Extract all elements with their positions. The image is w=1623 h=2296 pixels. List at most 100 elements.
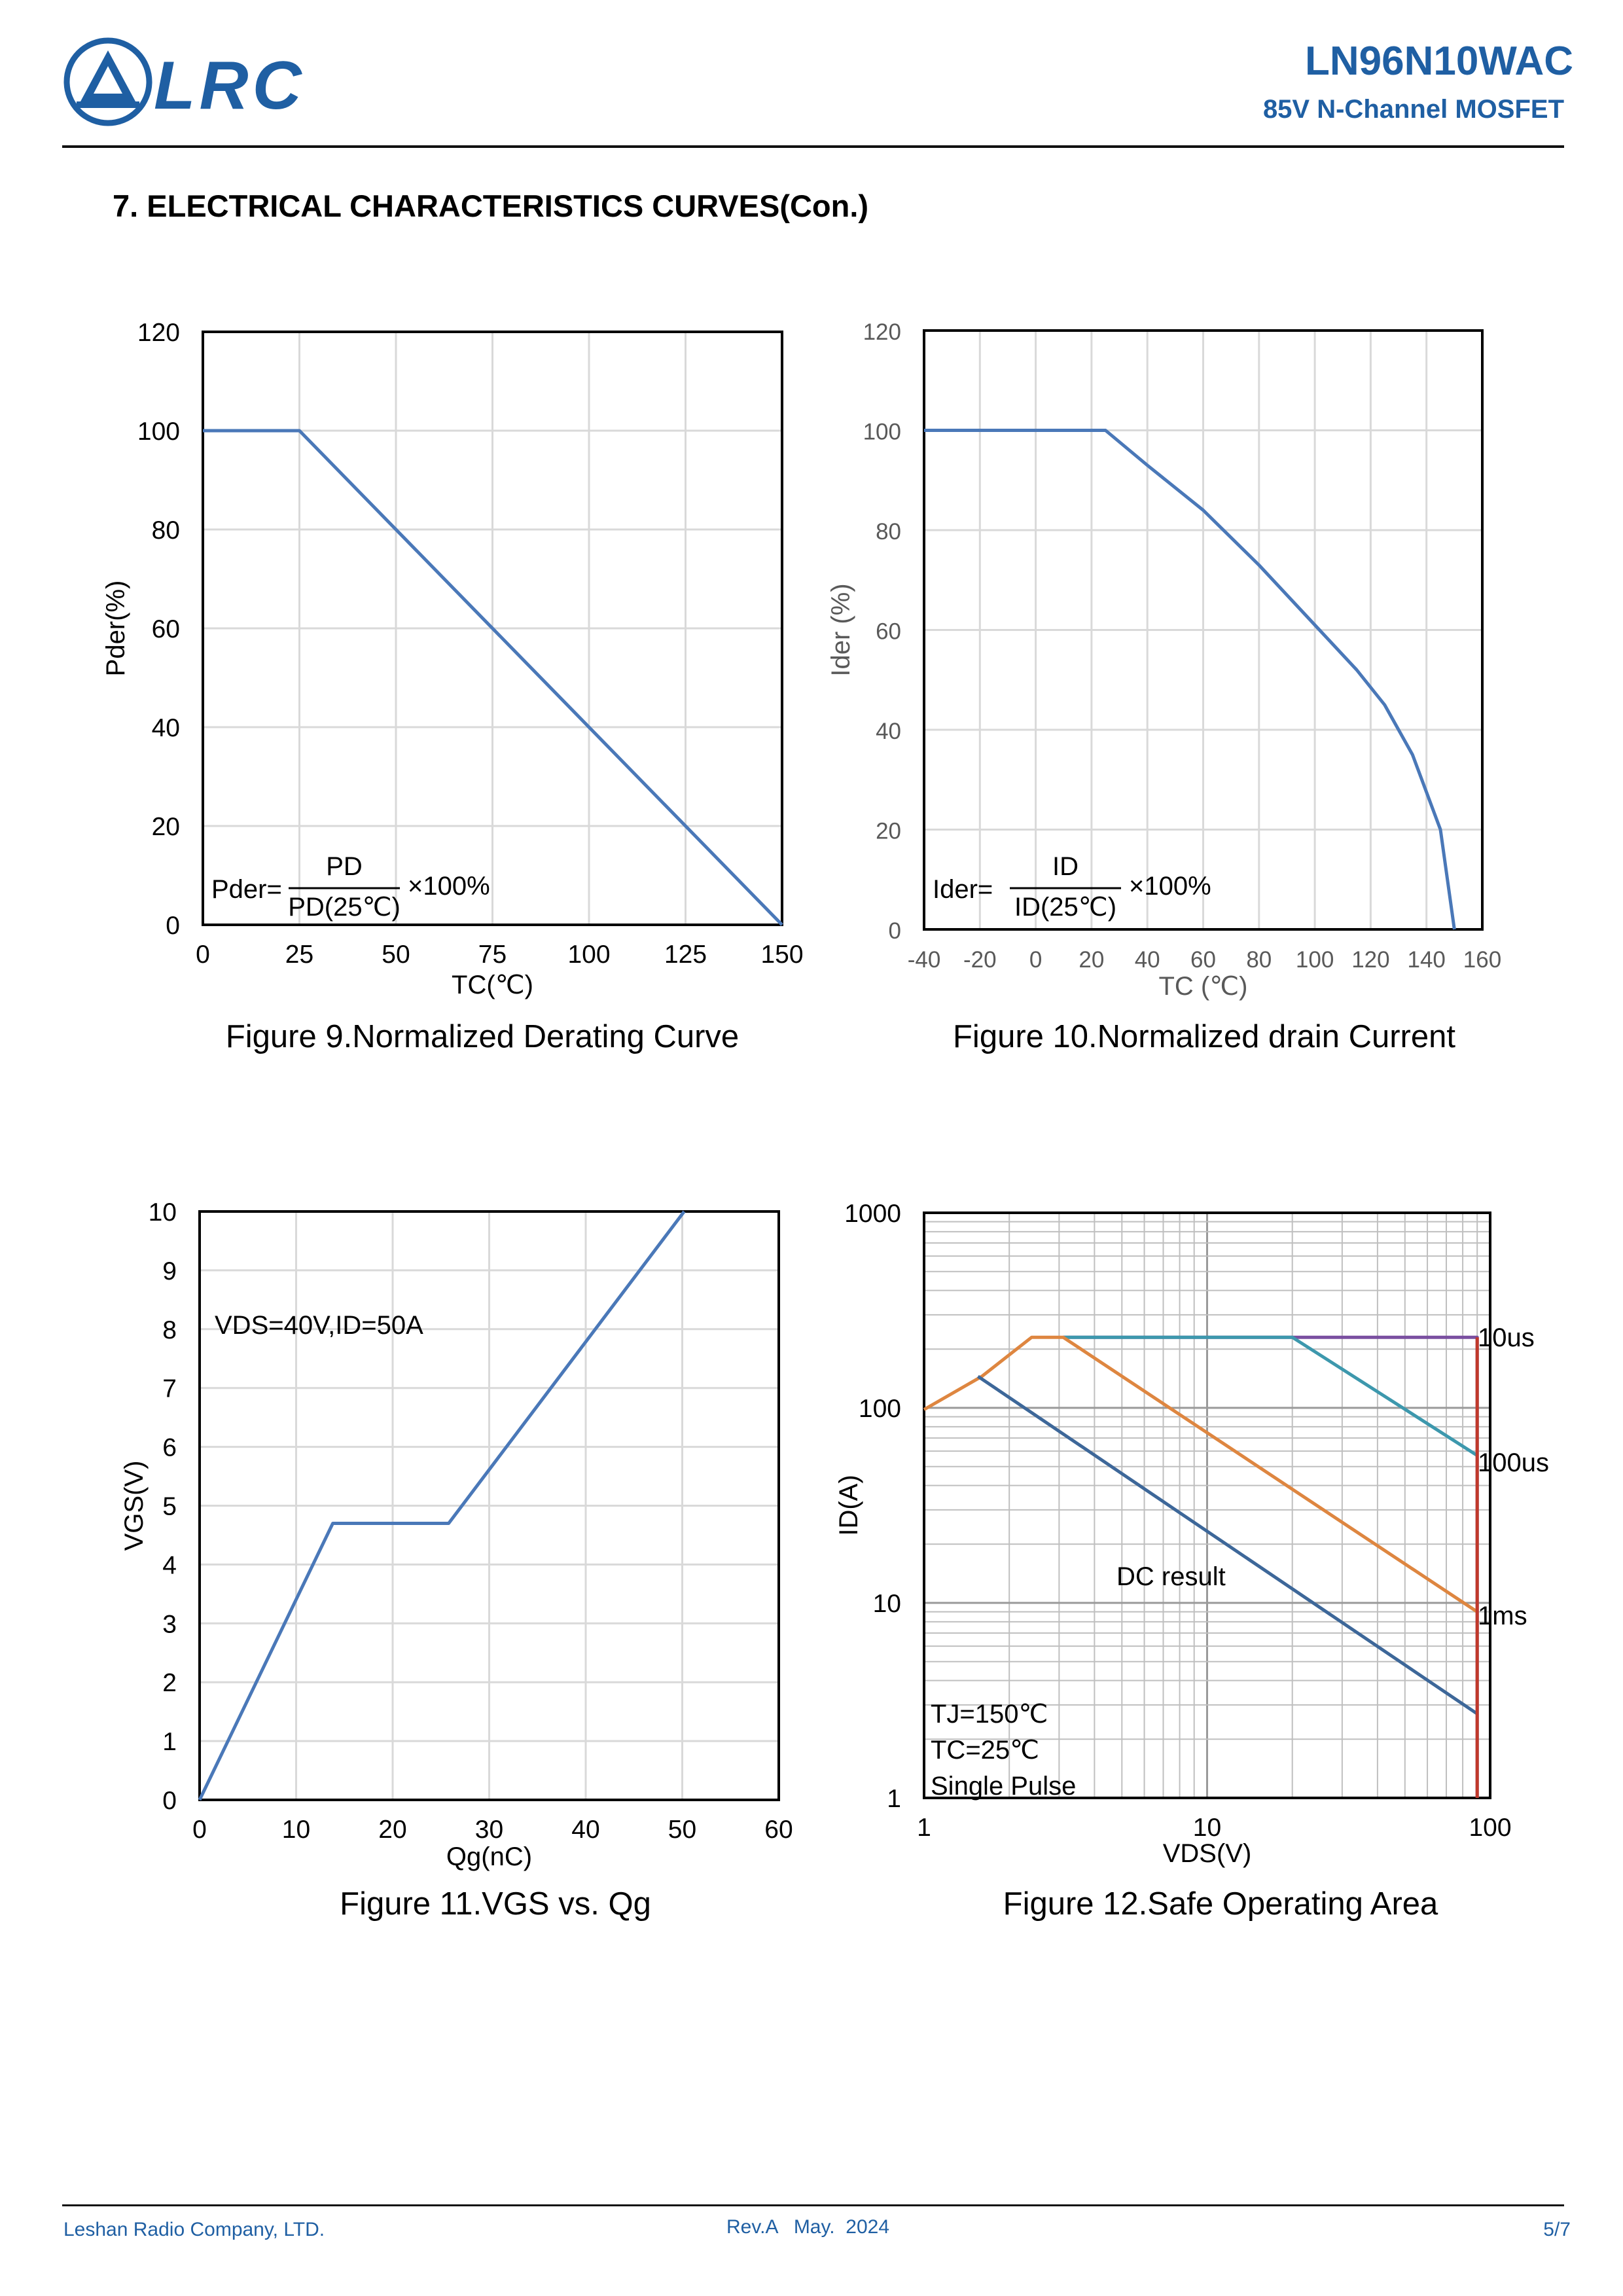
x-tick-label: 120: [1351, 947, 1389, 973]
chart-fig9: 0 25 50 75 100 125 150 0 20 40 60 80 100 120 TC(℃) Pder…: [101, 319, 804, 1054]
header-divider: [62, 145, 1564, 148]
figure-caption: Figure 12.Safe Operating Area: [1003, 1886, 1438, 1922]
test-condition-annotation: VDS=40V,ID=50A: [215, 1311, 423, 1340]
x-tick-label: 10: [282, 1816, 310, 1844]
y-tick-label: 100: [859, 1395, 901, 1423]
y-tick-label: 4: [162, 1551, 177, 1579]
y-tick-label: 80: [152, 516, 180, 545]
formula-lhs: Pder=: [211, 875, 282, 904]
x-tick-label: 80: [1246, 947, 1272, 973]
y-tick-label: 120: [137, 319, 180, 347]
y-tick-label: 0: [889, 918, 901, 944]
y-axis-label: ID(A): [834, 1475, 863, 1535]
formula-multiplier: ×100%: [408, 872, 490, 901]
series-line-1ms: [923, 1335, 1478, 1613]
x-tick-label: 100: [1296, 947, 1334, 973]
x-tick-label: 150: [760, 941, 803, 969]
x-tick-label: 1: [917, 1814, 931, 1842]
footer-divider: [62, 2204, 1564, 2206]
y-tick-label: 6: [162, 1434, 177, 1462]
plot-frame: [923, 1211, 1491, 1799]
chart-fig11: 0 10 20 30 40 50 60 0 1 2 3 4 5 6 7 8 9 10 Qg(nC) VGS(V) Fig…: [120, 1198, 793, 1922]
x-tick-label: 60: [1190, 947, 1216, 973]
y-tick-label: 10: [149, 1198, 177, 1227]
y-tick-label: 40: [152, 714, 180, 742]
figure-caption: Figure 9.Normalized Derating Curve: [226, 1019, 739, 1054]
series-line: [203, 429, 783, 926]
y-axis-label: Pder(%): [101, 581, 130, 677]
x-tick-label: 0: [1029, 947, 1042, 973]
x-axis-label: TC(℃): [452, 971, 533, 999]
x-tick-label: 20: [1079, 947, 1104, 973]
y-tick-label: 100: [137, 418, 180, 446]
y-tick-label: 20: [152, 813, 180, 841]
x-tick-label: 50: [668, 1816, 696, 1844]
chart-fig10: -40 -20 0 20 40 60 80 100 120 140 160 0 20 40 60 80 100 1…: [827, 319, 1501, 1054]
formula-denominator: ID(25℃): [1014, 893, 1116, 922]
logo-wordmark: LRC: [154, 48, 306, 124]
x-tick-label: -40: [908, 947, 941, 973]
device-description: 85V N-Channel MOSFET: [1262, 95, 1564, 124]
plot-frame: [198, 1210, 780, 1801]
y-tick-label: 0: [162, 1787, 177, 1815]
formula-multiplier: ×100%: [1129, 872, 1211, 901]
series-label-1ms: 1ms: [1478, 1602, 1527, 1630]
y-tick-label: 120: [863, 319, 901, 345]
y-tick-label: 8: [162, 1316, 177, 1344]
x-tick-label: 40: [1135, 947, 1160, 973]
series-line: [924, 429, 1456, 930]
formula-numerator: ID: [1052, 852, 1079, 881]
y-tick-label: 7: [162, 1375, 177, 1403]
series-label-dc: DC result: [1116, 1562, 1226, 1591]
x-tick-label: 100: [1469, 1814, 1511, 1842]
x-axis-label: TC (℃): [1159, 972, 1248, 1001]
series-label-10us: 10us: [1478, 1323, 1535, 1352]
x-tick-label: 100: [567, 941, 610, 969]
part-number: LN96N10WAC: [1305, 39, 1573, 84]
x-tick-label: 25: [285, 941, 313, 969]
footer-revision: Rev.A May. 2024: [726, 2216, 890, 2238]
soa-condition: TJ=150℃: [931, 1700, 1048, 1729]
x-tick-label: -20: [963, 947, 997, 973]
x-tick-label: 40: [571, 1816, 599, 1844]
chart-fig12: 1 10 100 1 10 100 1000 VDS(V) ID(A) 10us 100us 1ms D…: [834, 1200, 1549, 1922]
y-tick-label: 60: [152, 615, 180, 643]
x-tick-label: 20: [378, 1816, 406, 1844]
y-tick-label: 1: [887, 1785, 901, 1813]
soa-condition: TC=25℃: [931, 1736, 1039, 1765]
figure-caption: Figure 11.VGS vs. Qg: [340, 1886, 651, 1922]
plot-frame: [202, 331, 783, 926]
y-tick-label: 5: [162, 1493, 177, 1521]
y-tick-label: 2: [162, 1669, 177, 1697]
y-tick-label: 40: [876, 719, 901, 744]
y-axis-label: VGS(V): [120, 1461, 149, 1551]
formula-lhs: Ider=: [933, 875, 993, 904]
x-tick-label: 60: [764, 1816, 793, 1844]
x-axis-label: Qg(nC): [446, 1842, 532, 1871]
x-tick-label: 0: [192, 1816, 207, 1844]
plot-frame: [923, 329, 1484, 931]
y-tick-label: 60: [876, 619, 901, 645]
series-line: [198, 1210, 686, 1801]
footer-company: Leshan Radio Company, LTD.: [63, 2219, 325, 2240]
x-tick-label: 10: [1193, 1814, 1221, 1842]
figure-caption: Figure 10.Normalized drain Current: [953, 1019, 1455, 1054]
y-axis-label: Ider (%): [827, 583, 855, 676]
formula-numerator: PD: [326, 852, 363, 881]
logo-emblem-icon: [63, 37, 152, 126]
y-tick-label: 20: [876, 819, 901, 844]
y-tick-label: 100: [863, 420, 901, 445]
formula-denominator: PD(25℃): [288, 893, 401, 922]
section-title: 7. ELECTRICAL CHARACTERISTICS CURVES(Con…: [113, 188, 869, 223]
series-label-100us: 100us: [1478, 1448, 1549, 1477]
y-tick-label: 10: [873, 1590, 901, 1618]
y-tick-label: 1: [162, 1728, 177, 1756]
x-tick-label: 75: [478, 941, 507, 969]
soa-condition: Single Pulse: [931, 1772, 1076, 1801]
y-tick-label: 1000: [844, 1200, 901, 1228]
series-line-100us: [1063, 1335, 1478, 1457]
y-tick-label: 0: [166, 912, 180, 940]
x-tick-label: 30: [475, 1816, 503, 1844]
y-tick-label: 9: [162, 1257, 177, 1285]
